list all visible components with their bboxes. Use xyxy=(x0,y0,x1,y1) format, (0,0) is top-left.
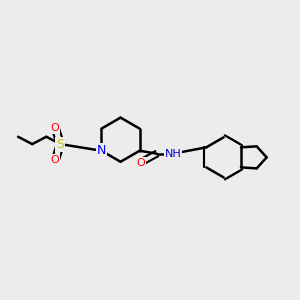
Text: O: O xyxy=(136,158,145,167)
Text: N: N xyxy=(97,144,106,157)
Text: S: S xyxy=(56,138,64,151)
Text: O: O xyxy=(51,123,60,133)
Text: NH: NH xyxy=(165,149,181,159)
Text: O: O xyxy=(51,155,60,165)
